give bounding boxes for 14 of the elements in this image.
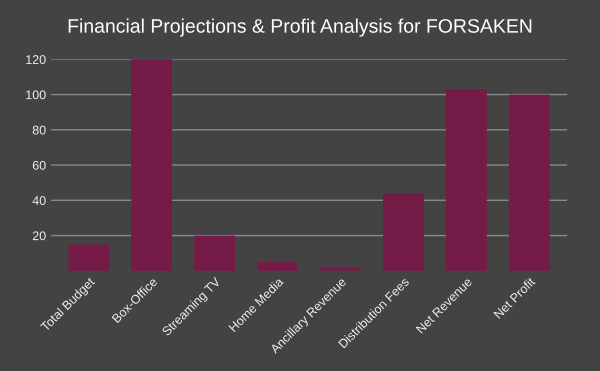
y-tick-label: 80 bbox=[32, 126, 46, 134]
y-tick-label: 100 bbox=[26, 90, 46, 100]
bar bbox=[194, 236, 236, 271]
bar bbox=[131, 59, 172, 271]
y-tick-label: 120 bbox=[26, 55, 46, 64]
y-tick-label: 20 bbox=[32, 231, 46, 240]
bar bbox=[508, 94, 550, 271]
bar bbox=[68, 244, 110, 271]
y-tick-label: 40 bbox=[32, 196, 46, 205]
bar bbox=[446, 89, 487, 271]
bar bbox=[382, 193, 424, 271]
y-tick-label: 60 bbox=[32, 160, 46, 170]
bar bbox=[257, 262, 298, 271]
chart-title: Financial Projections & Profit Analysis for FORSAKEN bbox=[68, 18, 532, 37]
